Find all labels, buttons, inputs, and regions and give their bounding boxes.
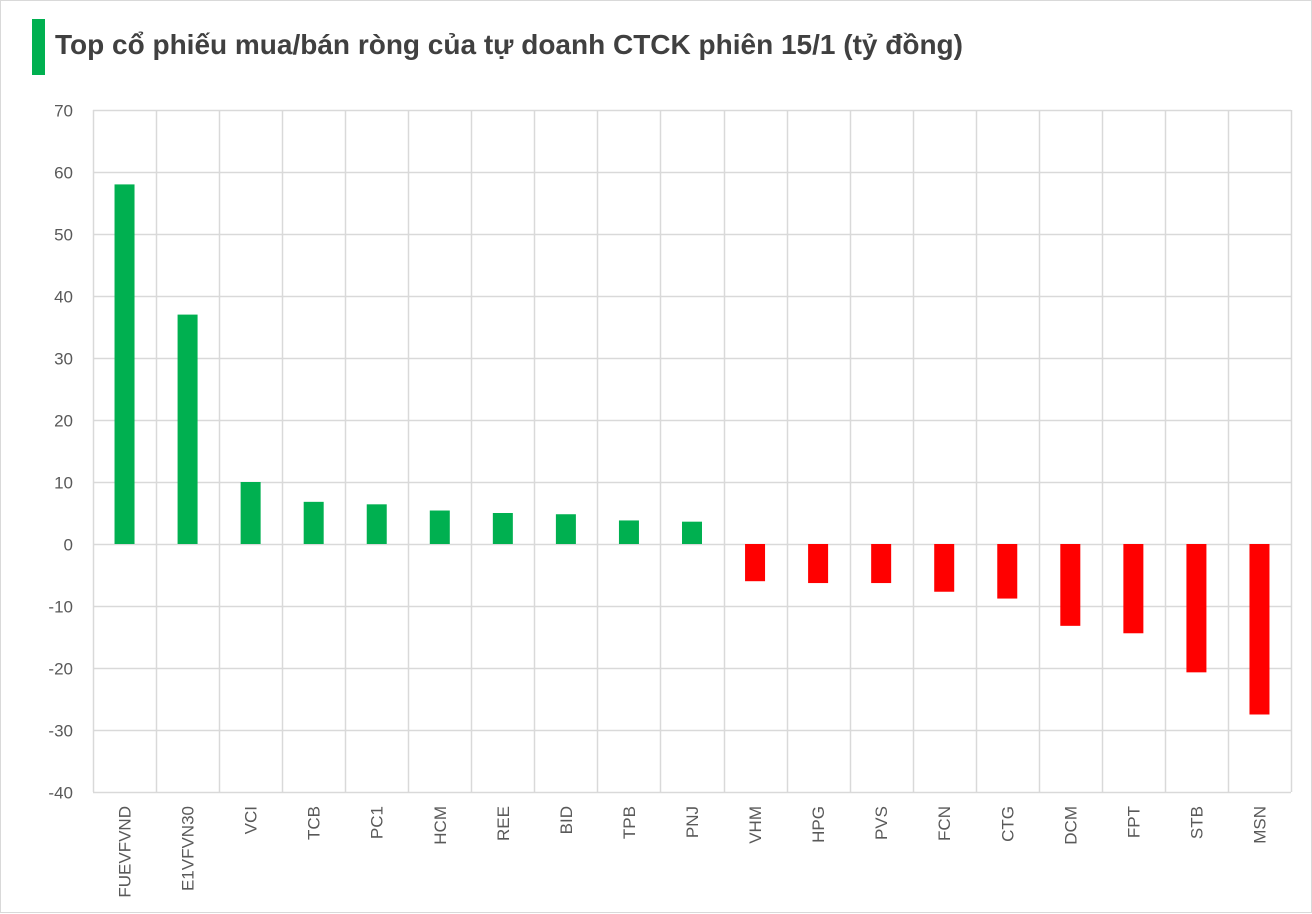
bar-hcm	[429, 510, 450, 544]
title-accent-bar	[32, 19, 45, 75]
x-tick-label: TCB	[305, 806, 324, 840]
y-tick-label: 60	[54, 164, 73, 183]
x-tick-label: VCI	[242, 806, 261, 834]
bars	[114, 184, 1270, 715]
y-tick-label: 40	[54, 288, 73, 307]
y-tick-label: 50	[54, 226, 73, 245]
x-tick-label: TPB	[620, 806, 639, 839]
x-tick-label: HCM	[431, 806, 450, 845]
y-tick-label: -40	[48, 784, 73, 803]
x-tick-label: STB	[1187, 806, 1206, 839]
bar-dcm	[1060, 544, 1081, 626]
bar-ctg	[997, 544, 1018, 599]
y-tick-label: 20	[54, 412, 73, 431]
y-axis-ticks: 70 60 50 40 30 20 10 0 -10 -20 -30 -40	[48, 102, 73, 803]
bar-tcb	[303, 501, 324, 544]
x-tick-label: DCM	[1061, 806, 1080, 845]
x-tick-label: PVS	[872, 806, 891, 840]
y-tick-label: -30	[48, 722, 73, 741]
bar-msn	[1249, 544, 1270, 715]
bar-pc1	[366, 504, 387, 544]
bar-tpb	[618, 520, 639, 544]
bar-pvs	[871, 544, 892, 584]
bar-fpt	[1123, 544, 1144, 634]
bar-ree	[492, 513, 513, 544]
chart-title: Top cổ phiếu mua/bán ròng của tự doanh C…	[55, 29, 963, 60]
bar-fcn	[934, 544, 955, 592]
x-tick-label: VHM	[746, 806, 765, 844]
bar-fuevfvnd	[114, 184, 135, 544]
y-tick-label: 10	[54, 474, 73, 493]
bar-hpg	[808, 544, 829, 584]
y-tick-label: 30	[54, 350, 73, 369]
x-tick-label: HPG	[809, 806, 828, 843]
x-tick-label: CTG	[998, 806, 1017, 842]
y-tick-label: 0	[64, 536, 73, 555]
x-tick-label: MSN	[1250, 806, 1269, 844]
x-tick-label: E1VFVN30	[179, 806, 198, 891]
x-axis-ticks: FUEVFVND E1VFVN30 VCI TCB PC1 HCM REE BID TPB PNJ…	[116, 806, 1270, 898]
gridlines	[92, 109, 1293, 794]
bar-stb	[1186, 544, 1207, 673]
x-tick-label: FPT	[1124, 806, 1143, 838]
y-tick-label: 70	[54, 102, 73, 121]
x-tick-label: BID	[557, 806, 576, 834]
bar-bid	[555, 514, 576, 544]
y-tick-label: -10	[48, 598, 73, 617]
bar-vhm	[745, 544, 766, 582]
bar-pnj	[682, 521, 702, 544]
y-tick-label: -20	[48, 660, 73, 679]
x-tick-label: PC1	[368, 806, 387, 839]
x-tick-label: FCN	[935, 806, 954, 841]
bar-vci	[240, 482, 261, 544]
bar-e1vfvn30	[177, 314, 198, 544]
x-tick-label: FUEVFVND	[116, 806, 135, 898]
x-tick-label: PNJ	[683, 806, 702, 838]
x-tick-label: REE	[494, 806, 513, 841]
